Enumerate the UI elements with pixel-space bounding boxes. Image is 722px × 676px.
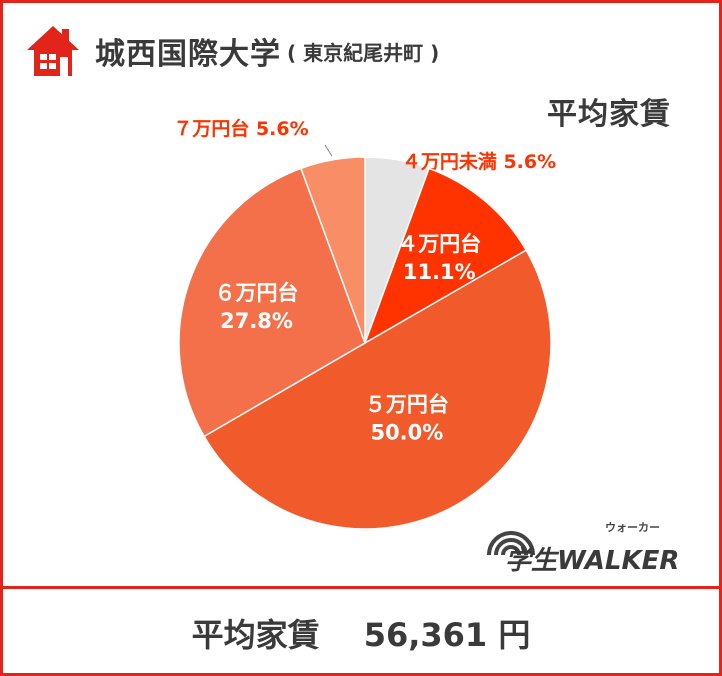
slice-value-2: 50.0%	[370, 420, 443, 444]
page-subtitle: ( 東京紀尾井町 )	[287, 40, 440, 65]
svg-text:ウォーカー: ウォーカー	[605, 521, 660, 534]
pie-slice-3	[178, 167, 366, 438]
slice-label-2: ５万円台	[365, 392, 449, 416]
pie-slice-2	[203, 249, 552, 530]
header: 城西国際大学 ( 東京紀尾井町 )	[25, 21, 439, 81]
pie-slice-1	[363, 167, 528, 345]
footer-value: 56,361 円	[363, 615, 531, 654]
slice-value-1: 11.1%	[403, 260, 476, 284]
slice-value-3: 27.8%	[220, 309, 293, 333]
slice-label-4: ７万円台 5.6%	[173, 117, 308, 140]
slice-label-0: ４万円未満 5.6%	[402, 150, 556, 173]
svg-text:学生WALKER: 学生WALKER	[505, 546, 679, 576]
footer-average-rent: 平均家賃 56,361 円	[3, 589, 719, 676]
pie-slice-4	[299, 156, 366, 344]
gakusei-walker-logo: ウォーカー 学生WALKER	[487, 521, 679, 576]
label-leader-4	[324, 144, 333, 157]
pie-chart: ４万円未満 5.6% ４万円台 11.1% ５万円台 50.0% ６万円台 27.8% ７万円…	[173, 117, 556, 530]
slice-label-1: ４万円台	[397, 232, 481, 256]
footer-label: 平均家賃	[191, 615, 320, 654]
house-icon	[27, 26, 79, 76]
page-title: 城西国際大学	[95, 37, 281, 72]
slice-label-3: ６万円台	[215, 281, 299, 305]
footer-divider	[3, 586, 719, 589]
chart-heading: 平均家賃	[547, 97, 671, 132]
